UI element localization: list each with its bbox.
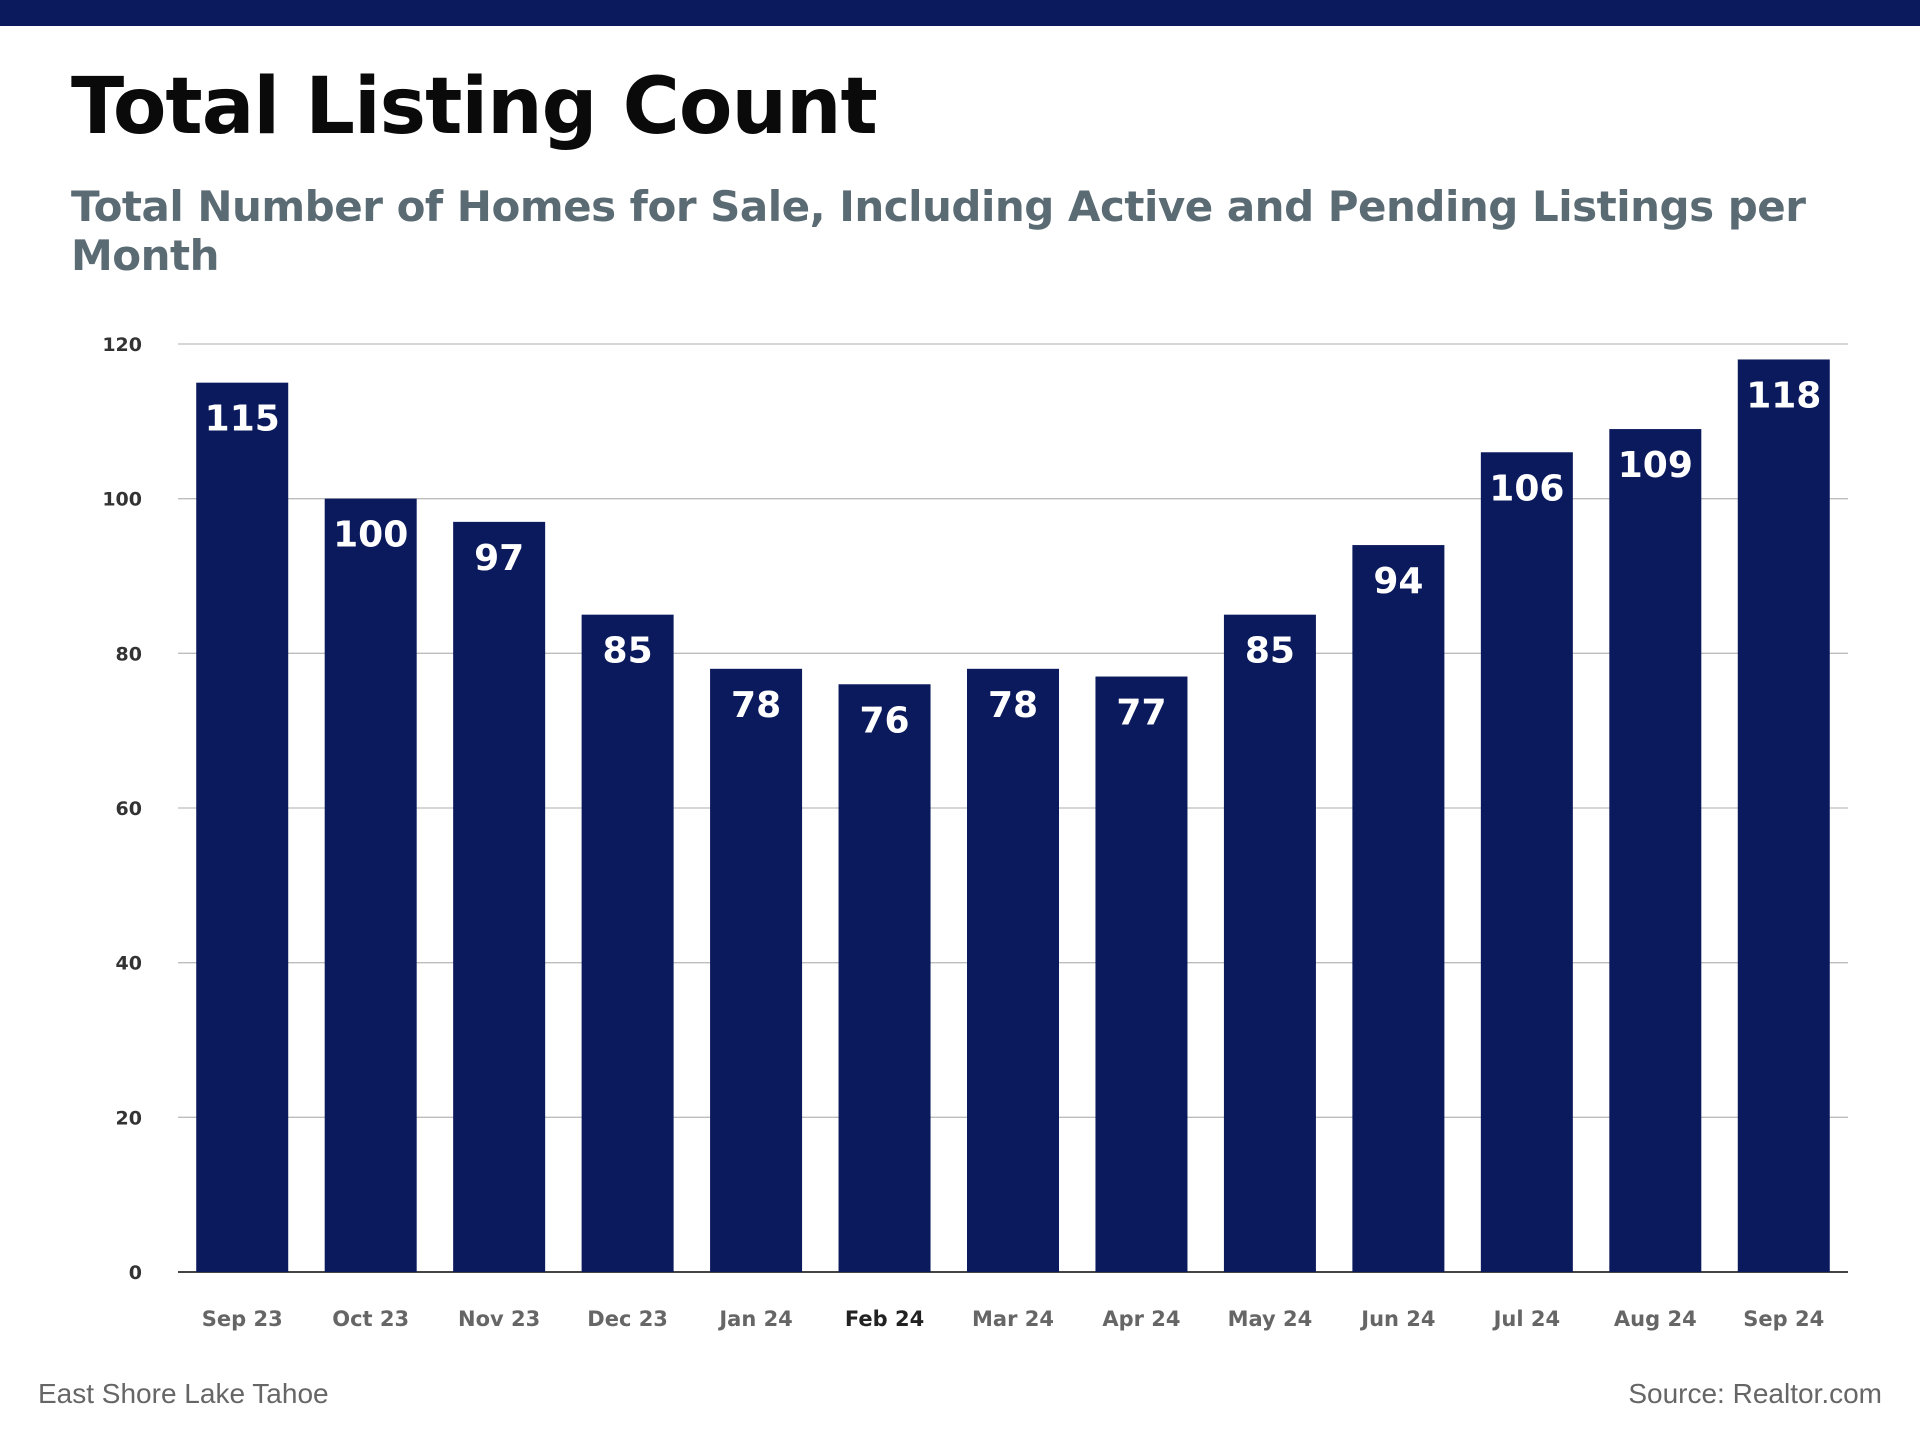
data-label: 97 bbox=[474, 538, 524, 579]
bar bbox=[324, 498, 417, 1272]
x-tick-label: Mar 24 bbox=[972, 1307, 1054, 1331]
y-tick-label: 60 bbox=[116, 798, 142, 820]
x-tick-label: Jun 24 bbox=[1359, 1307, 1435, 1331]
footer-location: East Shore Lake Tahoe bbox=[38, 1378, 329, 1409]
data-labels: 115 100 97 85 78 76 78 77 85 94 106 109 118 bbox=[205, 375, 1822, 741]
data-label: 118 bbox=[1746, 375, 1821, 416]
y-tick-label: 80 bbox=[116, 643, 142, 665]
chart-title: Total Listing Count bbox=[71, 62, 878, 152]
bar bbox=[838, 684, 931, 1272]
data-label: 85 bbox=[603, 631, 653, 672]
bar bbox=[1480, 452, 1573, 1272]
y-tick-label: 40 bbox=[116, 953, 142, 975]
bar bbox=[1352, 545, 1445, 1272]
x-tick-label: Oct 23 bbox=[332, 1307, 409, 1331]
data-label: 76 bbox=[859, 700, 909, 741]
data-label: 78 bbox=[731, 685, 781, 726]
x-tick-label: Dec 23 bbox=[587, 1307, 668, 1331]
data-label: 115 bbox=[205, 399, 280, 440]
data-label: 109 bbox=[1618, 445, 1693, 486]
bar bbox=[581, 614, 674, 1272]
bar bbox=[196, 382, 289, 1273]
y-tick-label: 0 bbox=[129, 1262, 142, 1284]
data-label: 100 bbox=[333, 515, 408, 556]
data-label: 77 bbox=[1116, 693, 1166, 734]
data-label: 85 bbox=[1245, 631, 1295, 672]
bar-chart: 0 20 40 60 80 100 120 115 100 97 85 78 76 78 77 85 94 10… bbox=[102, 334, 1848, 1331]
x-tick-label: Jul 24 bbox=[1492, 1307, 1561, 1331]
data-label: 94 bbox=[1373, 561, 1423, 602]
y-tick-label: 100 bbox=[102, 489, 142, 511]
x-tick-label: Aug 24 bbox=[1614, 1307, 1697, 1331]
y-tick-label: 120 bbox=[102, 334, 142, 356]
bar bbox=[1609, 429, 1702, 1272]
x-tick-label: Sep 24 bbox=[1743, 1307, 1824, 1331]
x-tick-label: Nov 23 bbox=[458, 1307, 540, 1331]
top-accent-bar bbox=[0, 0, 1920, 26]
x-tick-label: Sep 23 bbox=[202, 1307, 283, 1331]
x-tick-label: Apr 24 bbox=[1102, 1307, 1180, 1331]
x-axis-ticks: Sep 23 Oct 23 Nov 23 Dec 23 Jan 24 Feb 24 Mar … bbox=[202, 1307, 1824, 1331]
footer-source: Source: Realtor.com bbox=[1628, 1378, 1882, 1409]
bars bbox=[196, 359, 1830, 1273]
data-label: 106 bbox=[1489, 468, 1564, 509]
data-label: 78 bbox=[988, 685, 1038, 726]
y-axis-ticks: 0 20 40 60 80 100 120 bbox=[102, 334, 142, 1284]
y-tick-label: 20 bbox=[116, 1107, 142, 1129]
bar bbox=[1223, 614, 1316, 1272]
bar bbox=[453, 521, 546, 1272]
bar bbox=[967, 668, 1059, 1272]
x-tick-label: Feb 24 bbox=[845, 1307, 924, 1331]
bar bbox=[710, 668, 803, 1272]
chart-subtitle: Total Number of Homes for Sale, Includin… bbox=[71, 182, 1806, 280]
bar bbox=[1737, 359, 1830, 1272]
x-tick-label: May 24 bbox=[1228, 1307, 1313, 1331]
bar bbox=[1095, 676, 1188, 1272]
x-tick-label: Jan 24 bbox=[717, 1307, 792, 1331]
